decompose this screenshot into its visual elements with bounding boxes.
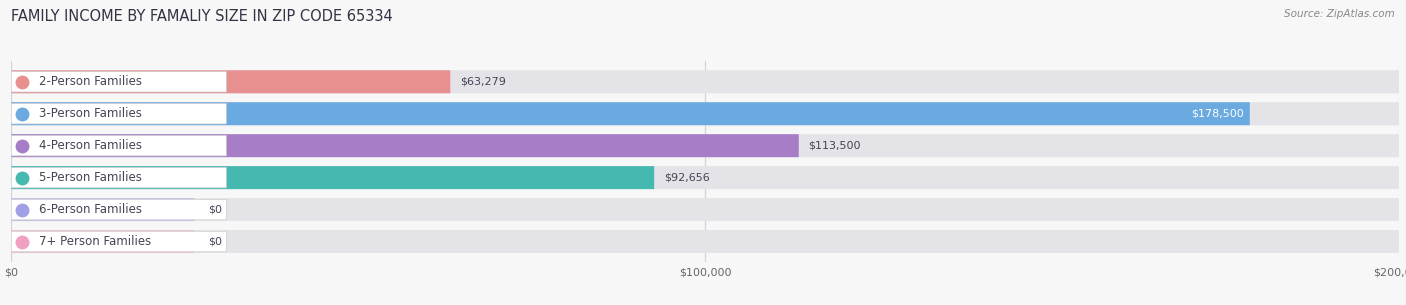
FancyBboxPatch shape (11, 135, 226, 156)
FancyBboxPatch shape (11, 166, 654, 189)
FancyBboxPatch shape (11, 230, 194, 253)
FancyBboxPatch shape (11, 134, 799, 157)
Text: $113,500: $113,500 (808, 141, 860, 151)
FancyBboxPatch shape (11, 102, 1399, 125)
Text: 6-Person Families: 6-Person Families (39, 203, 142, 216)
Text: 2-Person Families: 2-Person Families (39, 75, 142, 88)
Text: 7+ Person Families: 7+ Person Families (39, 235, 152, 248)
Text: $0: $0 (208, 237, 222, 246)
FancyBboxPatch shape (11, 199, 226, 220)
Text: $63,279: $63,279 (460, 77, 506, 87)
Text: $0: $0 (208, 205, 222, 215)
Text: FAMILY INCOME BY FAMALIY SIZE IN ZIP CODE 65334: FAMILY INCOME BY FAMALIY SIZE IN ZIP COD… (11, 9, 394, 24)
Text: 3-Person Families: 3-Person Families (39, 107, 142, 120)
FancyBboxPatch shape (11, 166, 1399, 189)
FancyBboxPatch shape (11, 198, 194, 221)
FancyBboxPatch shape (11, 198, 1399, 221)
Text: $92,656: $92,656 (664, 173, 710, 183)
FancyBboxPatch shape (11, 231, 226, 252)
Text: 5-Person Families: 5-Person Families (39, 171, 142, 184)
FancyBboxPatch shape (11, 70, 450, 93)
FancyBboxPatch shape (11, 103, 226, 124)
FancyBboxPatch shape (11, 72, 226, 92)
Text: $178,500: $178,500 (1191, 109, 1244, 119)
Text: Source: ZipAtlas.com: Source: ZipAtlas.com (1284, 9, 1395, 19)
FancyBboxPatch shape (11, 134, 1399, 157)
Text: 4-Person Families: 4-Person Families (39, 139, 142, 152)
FancyBboxPatch shape (11, 102, 1250, 125)
FancyBboxPatch shape (11, 167, 226, 188)
FancyBboxPatch shape (11, 230, 1399, 253)
FancyBboxPatch shape (11, 70, 1399, 93)
